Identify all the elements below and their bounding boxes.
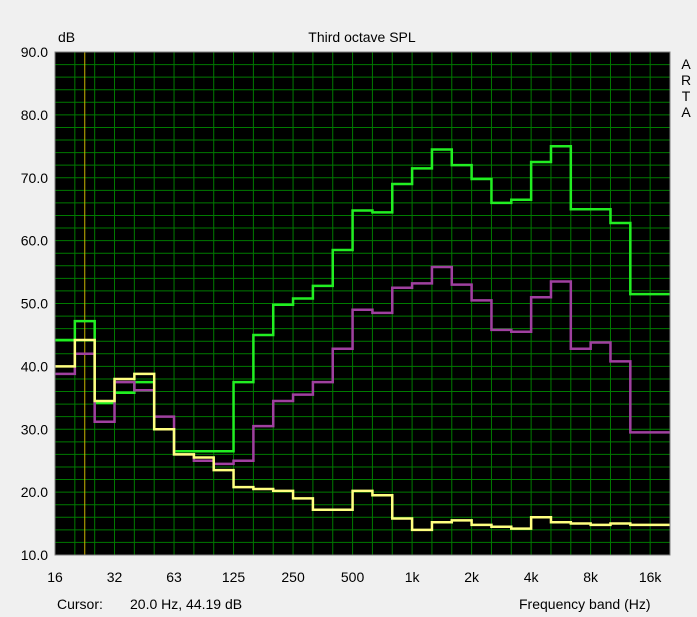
y-tick-label: 30.0 — [21, 421, 48, 437]
watermark-letter: A — [681, 56, 691, 72]
y-tick-label: 60.0 — [21, 233, 48, 249]
chart-title: Third octave SPL — [308, 29, 416, 45]
watermark-letter: T — [682, 88, 691, 104]
y-tick-labels: 10.0 20.0 30.0 40.0 50.0 60.0 70.0 80.0 90.0 — [21, 44, 48, 563]
y-axis-label: dB — [58, 29, 75, 45]
x-tick-label: 8k — [583, 569, 599, 585]
y-tick-label: 80.0 — [21, 107, 48, 123]
series-line-3 — [55, 338, 670, 532]
series-layer — [55, 145, 670, 532]
grid — [55, 52, 670, 555]
y-tick-label: 70.0 — [21, 170, 48, 186]
x-tick-label: 4k — [524, 569, 540, 585]
watermark-letter: A — [681, 104, 691, 120]
x-tick-label: 32 — [107, 569, 123, 585]
y-tick-label: 50.0 — [21, 296, 48, 312]
y-tick-label: 40.0 — [21, 358, 48, 374]
y-tick-label: 90.0 — [21, 44, 48, 60]
x-tick-label: 63 — [166, 569, 182, 585]
x-tick-label: 1k — [405, 569, 421, 585]
frequency-band-label: Frequency band (Hz) — [519, 596, 651, 612]
cursor-readout: 20.0 Hz, 44.19 dB — [130, 596, 243, 612]
x-tick-label: 250 — [281, 569, 305, 585]
y-tick-label: 10.0 — [21, 547, 48, 563]
x-tick-label: 500 — [341, 569, 365, 585]
y-tick-label: 20.0 — [21, 484, 48, 500]
x-tick-label: 16 — [47, 569, 63, 585]
x-tick-labels: 16 32 63 125 250 500 1k 2k 4k 8k 16k — [47, 569, 662, 585]
x-tick-label: 125 — [222, 569, 246, 585]
watermark-letter: R — [681, 72, 691, 88]
plot-frame — [54, 51, 671, 556]
x-tick-label: 2k — [464, 569, 480, 585]
x-tick-label: 16k — [639, 569, 663, 585]
cursor-label: Cursor: — [57, 596, 103, 612]
